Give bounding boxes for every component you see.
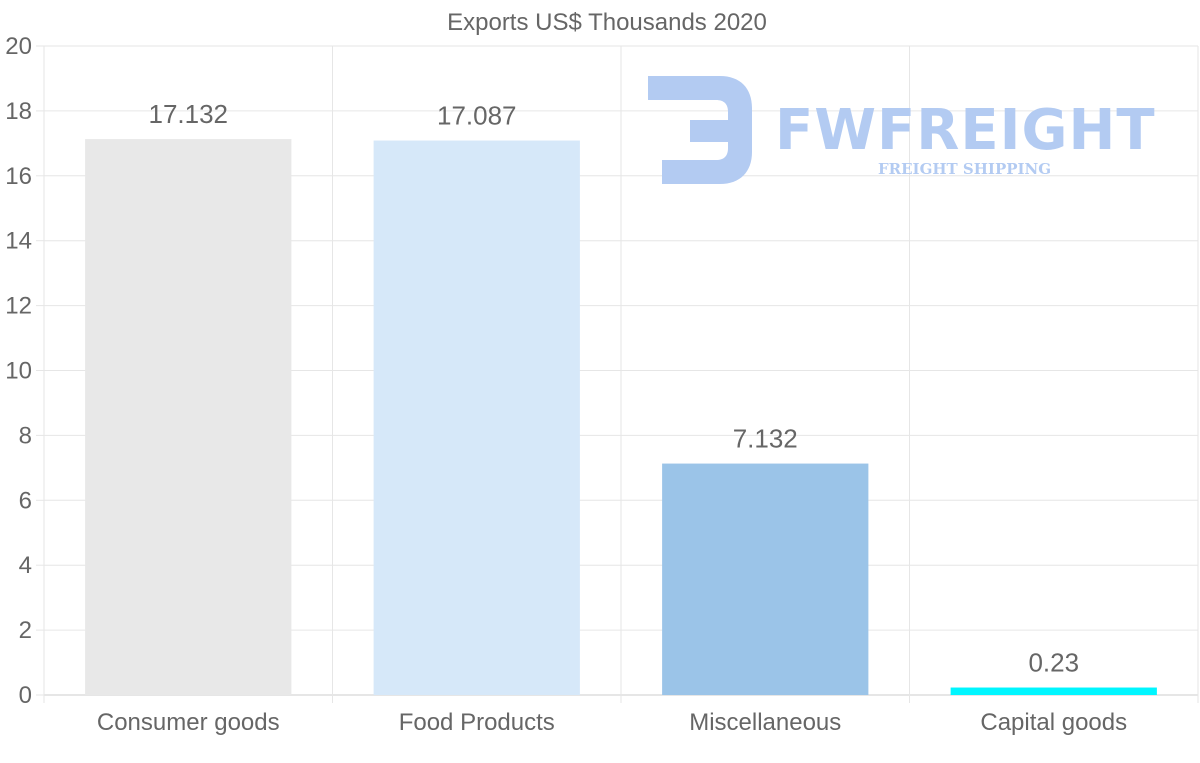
y-tick-label: 18 [5, 98, 32, 125]
data-label: 0.23 [1028, 648, 1079, 678]
x-tick-label: Food Products [399, 709, 555, 736]
y-tick-label: 20 [5, 33, 32, 60]
x-tick-label: Consumer goods [97, 709, 280, 736]
bar [85, 139, 292, 696]
y-tick-label: 4 [19, 552, 32, 579]
y-tick-label: 10 [5, 358, 32, 385]
bar [373, 140, 580, 695]
y-tick-label: 8 [19, 422, 32, 449]
fwfreight-logo-icon [648, 76, 752, 184]
watermark: FWFREIGHT FREIGHT SHIPPING [648, 76, 1156, 184]
bar [662, 463, 869, 695]
x-tick-label: Capital goods [980, 709, 1127, 736]
bars: 17.132 17.087 7.132 0.23 [85, 99, 1157, 696]
data-label: 17.132 [148, 99, 228, 129]
y-tick-label: 12 [5, 293, 32, 320]
data-label: 7.132 [733, 424, 798, 454]
x-tick-label: Miscellaneous [689, 709, 841, 736]
chart-title: Exports US$ Thousands 2020 [447, 9, 767, 36]
axes: 0 2 4 6 8 10 12 14 16 18 20 Consumer goods Food Prod… [5, 33, 1127, 736]
y-tick-label: 6 [19, 487, 32, 514]
y-tick-label: 2 [19, 617, 32, 644]
y-tick-label: 14 [5, 228, 32, 255]
y-tick-label: 0 [19, 682, 32, 709]
bar [950, 687, 1157, 695]
data-label: 17.087 [437, 101, 517, 131]
watermark-tagline: FREIGHT SHIPPING [878, 160, 1051, 178]
y-tick-label: 16 [5, 163, 32, 190]
watermark-brand: FWFREIGHT [775, 98, 1156, 163]
